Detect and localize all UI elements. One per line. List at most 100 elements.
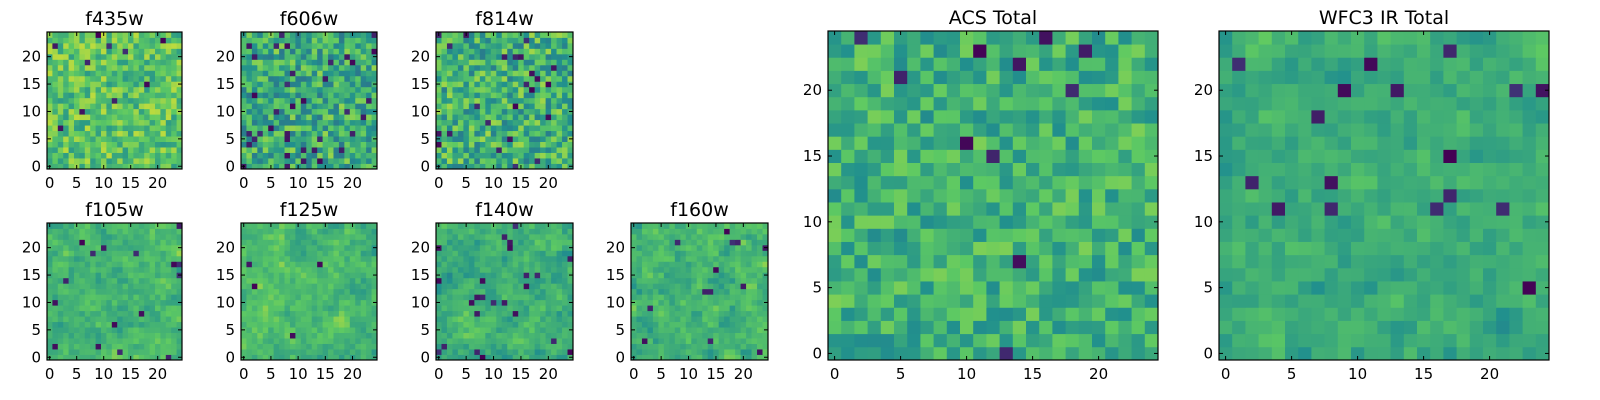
heatmap-cell <box>284 288 291 295</box>
heatmap-cell <box>149 152 156 159</box>
heatmap-cell <box>463 321 470 328</box>
heatmap-cell <box>529 266 536 273</box>
heatmap-cell <box>360 272 367 279</box>
heatmap-cell <box>718 288 725 295</box>
y-tick-label: 5 <box>615 321 625 339</box>
heatmap-cell <box>1065 188 1080 203</box>
heatmap-cell <box>160 228 167 235</box>
heatmap-cell <box>138 338 145 344</box>
heatmap-cell <box>338 130 345 137</box>
heatmap-cell <box>171 92 177 99</box>
heatmap-cell <box>117 37 123 44</box>
heatmap-cell <box>95 321 102 328</box>
heatmap-cell <box>933 307 948 321</box>
heatmap-cell <box>338 316 345 323</box>
heatmap-cell <box>171 310 177 317</box>
heatmap-cell <box>322 294 329 301</box>
heatmap-cell <box>534 299 541 306</box>
heatmap-cell <box>57 316 64 323</box>
heatmap-cell <box>317 81 323 88</box>
heatmap-cell <box>171 354 177 361</box>
heatmap-cell <box>144 86 150 93</box>
heatmap-cell <box>545 332 552 339</box>
heatmap-cell <box>165 299 172 306</box>
heatmap-cell <box>338 272 345 279</box>
heatmap-cell <box>57 70 64 77</box>
heatmap-cell <box>1012 267 1027 282</box>
heatmap-cell <box>273 283 280 290</box>
heatmap-cell <box>556 332 563 339</box>
heatmap-cell <box>101 130 107 137</box>
heatmap-cell <box>371 343 378 350</box>
heatmap-cell <box>74 261 80 268</box>
heatmap-cell <box>155 37 161 44</box>
heatmap-cell <box>295 277 302 284</box>
heatmap-cell <box>562 233 568 240</box>
heatmap-cell <box>680 255 687 262</box>
heatmap-cell <box>841 333 855 348</box>
heatmap-cell <box>47 239 53 246</box>
heatmap-cell <box>52 283 59 290</box>
heatmap-cell <box>551 64 557 71</box>
heatmap-cell <box>556 125 563 132</box>
heatmap-cell <box>165 53 172 60</box>
heatmap-cell <box>501 103 508 110</box>
heatmap-cell <box>262 294 269 301</box>
heatmap-cell <box>1052 241 1066 256</box>
heatmap-cell <box>507 305 514 312</box>
heatmap-cell <box>551 97 557 104</box>
heatmap-cell <box>529 277 536 284</box>
heatmap-cell <box>534 294 541 301</box>
heatmap-cell <box>631 266 637 273</box>
heatmap-cell <box>344 70 351 77</box>
heatmap-cell <box>355 272 362 279</box>
heatmap-cell <box>680 299 687 306</box>
heatmap-cell <box>311 70 318 77</box>
heatmap-cell <box>452 299 459 306</box>
heatmap-cell <box>246 119 253 126</box>
heatmap-cell <box>317 136 323 142</box>
heatmap-cell <box>268 147 275 153</box>
heatmap-cell <box>523 233 530 240</box>
heatmap-cell <box>52 327 59 333</box>
heatmap-cell <box>468 37 475 44</box>
heatmap-cell <box>1039 267 1053 282</box>
heatmap-cell <box>355 288 362 295</box>
heatmap-cell <box>155 136 161 142</box>
heatmap-cell <box>567 288 574 295</box>
heatmap-cell <box>160 244 167 251</box>
heatmap-cell <box>933 202 948 216</box>
heatmap-cell <box>474 75 481 82</box>
heatmap-cell <box>295 244 302 251</box>
heatmap-cell <box>496 338 503 344</box>
y-tick-label: 15 <box>411 75 430 93</box>
heatmap-cell <box>729 233 736 240</box>
heatmap-cell <box>485 53 492 60</box>
heatmap-cell <box>128 316 134 323</box>
heatmap-cell <box>1144 188 1159 203</box>
heatmap-cell <box>746 354 752 361</box>
heatmap-cell <box>1052 254 1066 269</box>
heatmap-cell <box>907 215 921 229</box>
heatmap-cell <box>707 321 714 328</box>
heatmap-cell <box>68 223 75 229</box>
heatmap-cell <box>446 108 453 115</box>
heatmap-cell <box>507 233 514 240</box>
heatmap-cell <box>262 32 269 38</box>
heatmap-cell <box>479 53 486 60</box>
heatmap-cell <box>128 305 134 312</box>
heatmap-cell <box>562 114 568 121</box>
heatmap-cell <box>68 125 75 132</box>
heatmap-cell <box>556 261 563 268</box>
heatmap-cell <box>95 70 102 77</box>
heatmap-cell <box>746 332 752 339</box>
heatmap-cell <box>257 310 264 317</box>
heatmap-cell <box>344 147 351 153</box>
heatmap-cell <box>436 125 442 132</box>
heatmap-cell <box>311 42 318 49</box>
heatmap-cell <box>920 228 934 242</box>
heatmap-cell <box>691 272 698 279</box>
heatmap-cell <box>268 239 275 246</box>
heatmap-cell <box>106 37 113 44</box>
heatmap-cell <box>479 158 486 164</box>
